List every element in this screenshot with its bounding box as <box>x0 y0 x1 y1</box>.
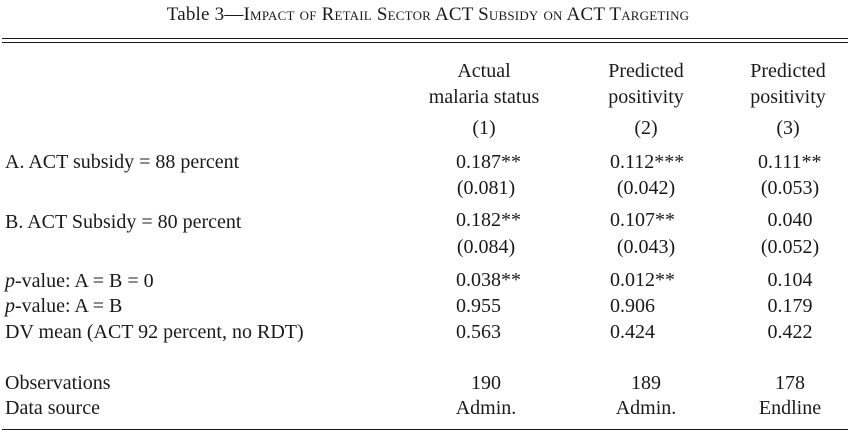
column-header-3: Predicted positivity (3) <box>708 58 856 141</box>
row-a-col1-se: (0.081) <box>456 177 516 199</box>
table-caption: Table 3—Impact of Retail Sector ACT Subs… <box>0 4 856 26</box>
pvalue-joint-rest: -value: A = B = 0 <box>15 270 154 292</box>
row-a-col3-coef: 0.111** <box>758 151 822 173</box>
row-dv-col3: 0.422 <box>767 321 813 343</box>
row-b-col2-se: (0.043) <box>616 236 676 258</box>
row-b-col1-coef: 0.182** <box>456 209 521 231</box>
table-title: Impact of Retail Sector ACT Subsidy on A… <box>243 4 690 25</box>
pvalue-equal-p: p <box>5 295 15 317</box>
column-header-3-line2: positivity <box>750 86 826 108</box>
row-pab0-col1: 0.038** <box>456 269 521 291</box>
row-src-col1: Admin. <box>455 397 517 419</box>
row-pab-col3: 0.179 <box>767 295 813 317</box>
row-dv-col2: 0.424 <box>610 321 655 343</box>
row-src-col2: Admin. <box>615 397 677 419</box>
row-obs-col1: 190 <box>471 372 501 394</box>
column-header-1-line1: Actual <box>457 60 511 82</box>
top-rule <box>2 38 848 39</box>
row-b-col3-coef: 0.040 <box>767 209 813 231</box>
table-number: Table 3 <box>166 4 225 25</box>
row-label-pvalue-joint: p-value: A = B = 0 <box>5 269 154 293</box>
row-label-dv-mean: DV mean (ACT 92 percent, no RDT) <box>5 321 304 343</box>
row-src-col3: Endline <box>758 397 822 419</box>
row-b-col2-coef: 0.107** <box>610 209 675 231</box>
row-a-col2-se: (0.042) <box>616 177 676 199</box>
column-header-1: Actual malaria status (1) <box>404 58 564 141</box>
row-obs-col2: 189 <box>631 372 661 394</box>
caption-dash: — <box>224 4 244 25</box>
row-label-subsidy-80: B. ACT Subsidy = 80 percent <box>5 211 242 233</box>
pvalue-joint-p: p <box>5 270 15 292</box>
row-obs-col3: 178 <box>775 372 805 394</box>
row-pab-col2: 0.906 <box>610 295 655 317</box>
row-label-subsidy-88: A. ACT subsidy = 88 percent <box>5 151 240 173</box>
column-header-2-line2: positivity <box>608 86 684 108</box>
row-label-observations: Observations <box>5 372 111 394</box>
row-a-col3-se: (0.053) <box>760 177 820 199</box>
row-b-col3-se: (0.052) <box>760 236 820 258</box>
row-dv-col1: 0.563 <box>456 321 501 343</box>
column-header-3-line1: Predicted <box>750 60 826 82</box>
column-header-1-number: (1) <box>472 117 496 139</box>
column-header-2-line1: Predicted <box>608 60 684 82</box>
pvalue-equal-rest: -value: A = B <box>15 295 123 317</box>
row-label-data-source: Data source <box>5 397 100 419</box>
column-header-2-number: (2) <box>634 117 658 139</box>
row-a-col2-coef: 0.112*** <box>610 151 685 173</box>
row-pab0-col3: 0.104 <box>767 269 813 291</box>
row-a-col1-coef: 0.187** <box>456 151 521 173</box>
row-b-col1-se: (0.084) <box>456 236 516 258</box>
row-pab0-col2: 0.012** <box>610 269 675 291</box>
bottom-rule <box>2 429 848 430</box>
top-rule-second <box>2 42 848 43</box>
column-header-2: Predicted positivity (2) <box>566 58 726 141</box>
column-header-1-line2: malaria status <box>428 86 540 108</box>
row-pab-col1: 0.955 <box>456 295 501 317</box>
column-header-3-number: (3) <box>776 117 800 139</box>
row-label-pvalue-equal: p-value: A = B <box>5 294 122 318</box>
